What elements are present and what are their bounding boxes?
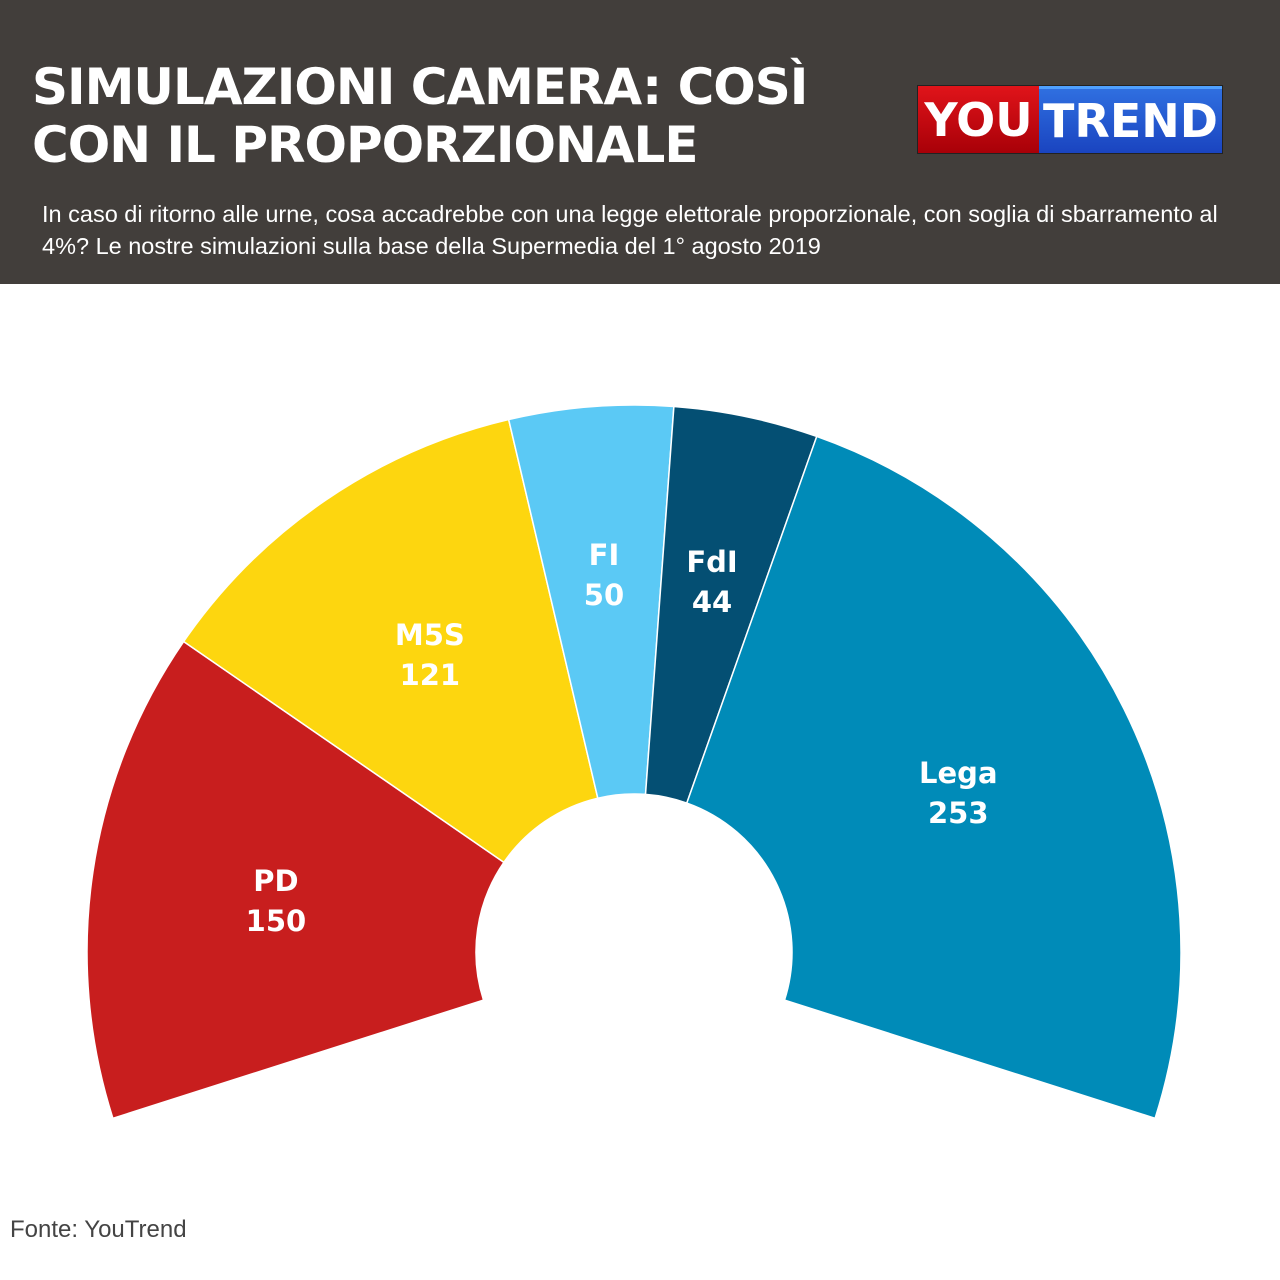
label-lega-name: Lega xyxy=(919,756,997,790)
label-m5s-name: M5S xyxy=(395,618,465,652)
chart-subtitle: In caso di ritorno alle urne, cosa accad… xyxy=(42,201,1218,259)
logo-trend: TREND xyxy=(1039,86,1222,153)
header: SIMULAZIONI CAMERA: COSÌ CON IL PROPORZI… xyxy=(0,0,1280,284)
label-pd-value: 150 xyxy=(246,904,307,938)
segment-m5s xyxy=(182,418,599,864)
youtrend-logo: YOU TREND xyxy=(918,86,1222,153)
label-fi-value: 50 xyxy=(584,578,624,612)
label-pd-name: PD xyxy=(253,864,298,898)
parliament-chart: PD 150 M5S 121 FI 50 FdI 44 Lega 253 xyxy=(86,404,1182,1120)
label-lega-value: 253 xyxy=(928,796,989,830)
chart-title: SIMULAZIONI CAMERA: COSÌ CON IL PROPORZI… xyxy=(32,58,808,174)
label-fdi-name: FdI xyxy=(686,545,737,579)
segment-pd xyxy=(86,640,505,1120)
source-note: Fonte: YouTrend xyxy=(10,1216,187,1243)
logo-you: YOU xyxy=(918,86,1039,153)
segment-lega xyxy=(685,435,1182,1120)
label-fdi-value: 44 xyxy=(692,585,732,619)
label-m5s-value: 121 xyxy=(400,658,461,692)
label-fi-name: FI xyxy=(589,538,620,572)
